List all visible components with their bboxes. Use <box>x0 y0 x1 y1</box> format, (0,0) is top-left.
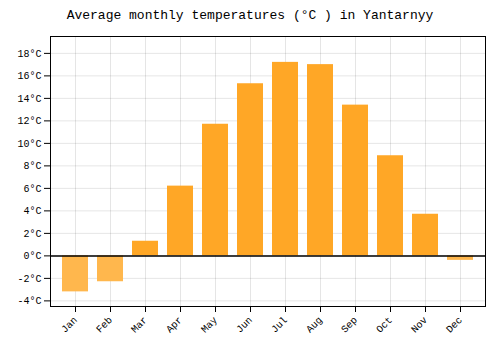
svg-text:Oct: Oct <box>374 315 395 336</box>
svg-text:-4°C: -4°C <box>17 296 41 307</box>
svg-text:4°C: 4°C <box>23 206 41 217</box>
svg-text:12°C: 12°C <box>17 116 41 127</box>
svg-text:2°C: 2°C <box>23 229 41 240</box>
svg-text:Nov: Nov <box>409 315 430 336</box>
svg-text:Jun: Jun <box>234 315 255 336</box>
svg-text:Sep: Sep <box>339 315 360 336</box>
svg-text:Jul: Jul <box>269 315 290 336</box>
svg-text:Jan: Jan <box>59 315 80 336</box>
svg-text:Dec: Dec <box>444 315 465 336</box>
svg-text:16°C: 16°C <box>17 71 41 82</box>
svg-text:18°C: 18°C <box>17 49 41 60</box>
svg-text:Apr: Apr <box>164 315 185 336</box>
svg-text:Aug: Aug <box>304 315 325 336</box>
html-text:Average monthly temperatures (: Average monthly temperatures (°C ) in Ya… <box>66 8 434 23</box>
svg-text:14°C: 14°C <box>17 94 41 105</box>
svg-text:6°C: 6°C <box>23 184 41 195</box>
svg-text:Feb: Feb <box>94 315 115 336</box>
svg-text:10°C: 10°C <box>17 139 41 150</box>
svg-text:May: May <box>199 315 220 336</box>
svg-text:-2°C: -2°C <box>17 274 41 285</box>
svg-text:8°C: 8°C <box>23 161 41 172</box>
svg-text:Mar: Mar <box>129 315 150 336</box>
svg-text:0°C: 0°C <box>23 251 41 262</box>
